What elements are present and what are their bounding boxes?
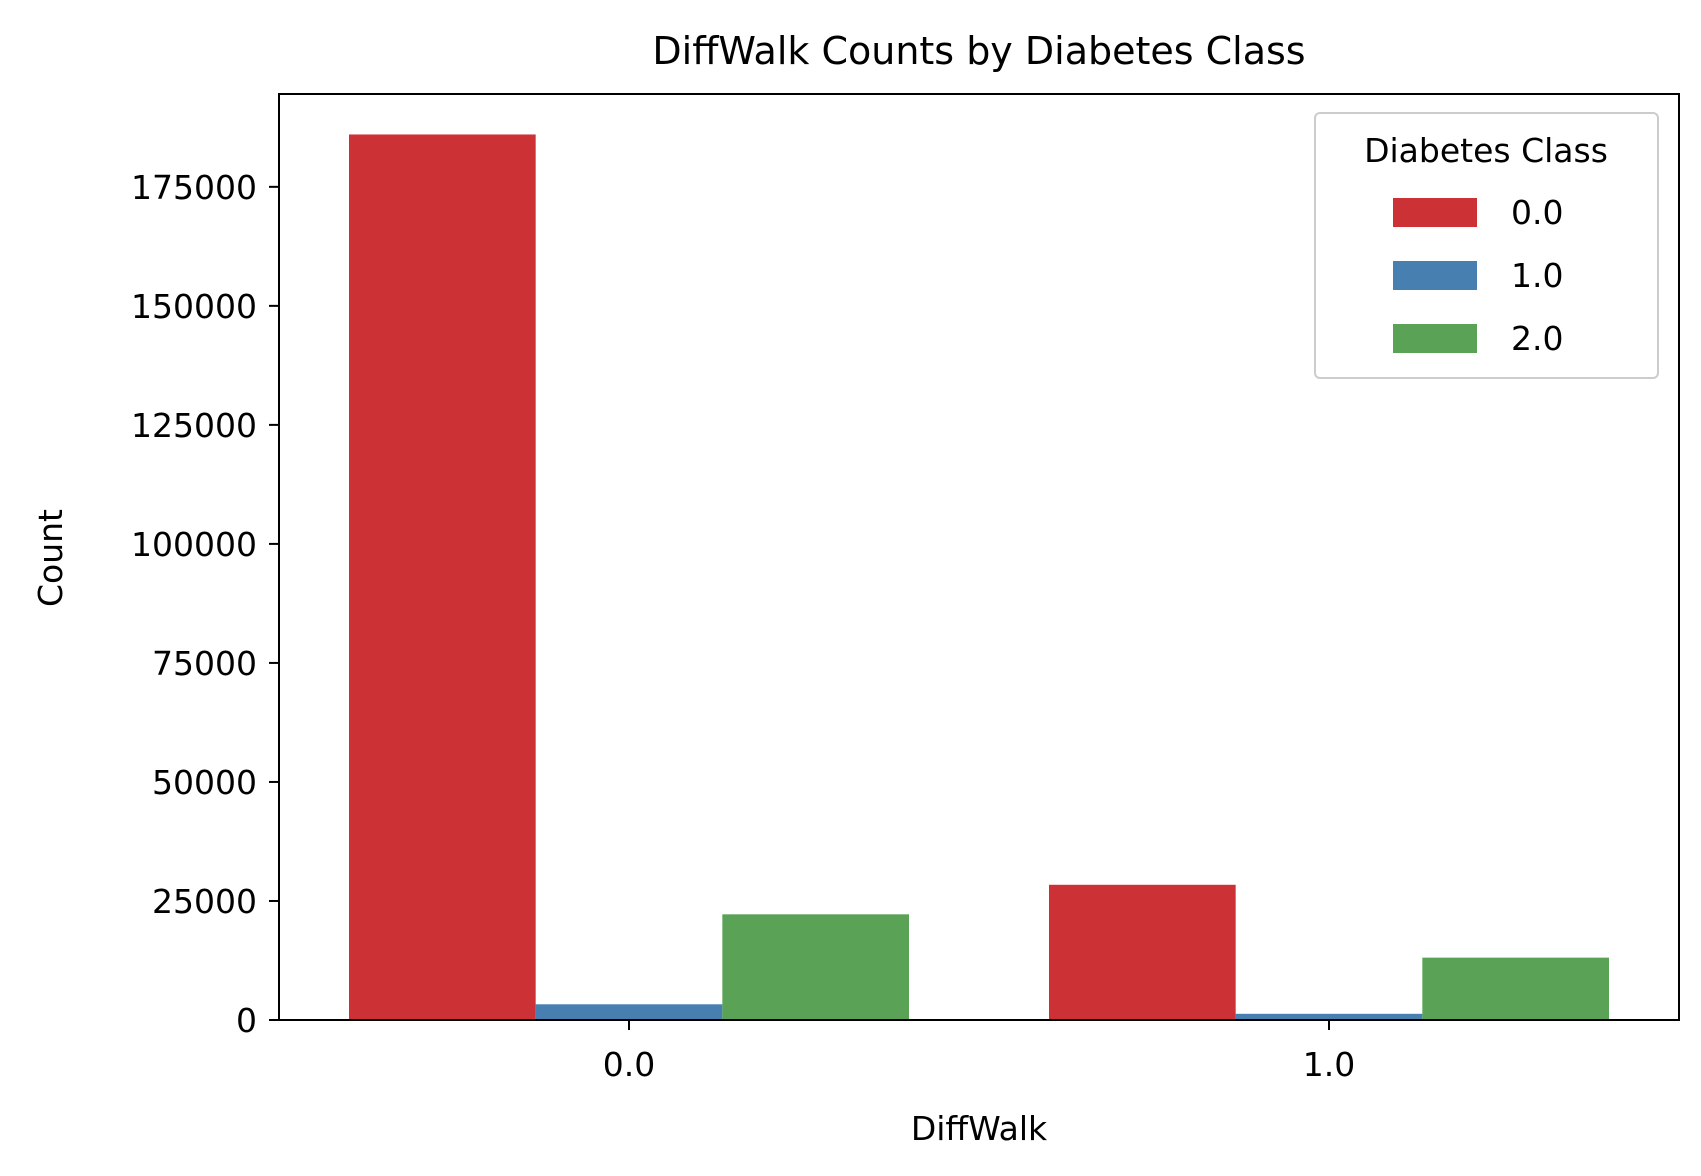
x-axis-label: DiffWalk xyxy=(911,1109,1048,1148)
y-axis-label: Count xyxy=(31,509,70,607)
legend-label-2.0: 2.0 xyxy=(1511,319,1563,358)
x-tick-label: 1.0 xyxy=(1303,1045,1355,1084)
x-tick-label: 0.0 xyxy=(603,1045,655,1084)
bar-0.0-class-2.0 xyxy=(722,914,909,1020)
bar-1.0-class-1.0 xyxy=(1235,1013,1423,1020)
y-tick-label: 125000 xyxy=(131,406,257,445)
y-tick-label: 25000 xyxy=(152,882,257,921)
legend-label-1.0: 1.0 xyxy=(1511,256,1563,295)
bars-layer xyxy=(349,134,1609,1021)
legend: Diabetes Class 0.0 1.0 2.0 xyxy=(1314,112,1659,379)
y-tick-label: 175000 xyxy=(131,168,257,207)
legend-label-0.0: 0.0 xyxy=(1511,193,1563,232)
y-tick-label: 75000 xyxy=(152,644,257,683)
plot-frame xyxy=(278,93,1680,1021)
legend-swatch-0.0 xyxy=(1393,198,1477,227)
y-tick-label: 100000 xyxy=(131,525,257,564)
y-tick-label: 0 xyxy=(236,1001,257,1040)
x-axis: 0.0 1.0 xyxy=(603,1020,1355,1084)
y-axis: 0 25000 50000 75000 100000 125000 150000 175000 xyxy=(131,168,279,1040)
legend-swatch-1.0 xyxy=(1393,261,1477,290)
legend-title: Diabetes Class xyxy=(1364,131,1608,170)
bar-1.0-class-0.0 xyxy=(1049,884,1236,1020)
chart-title: DiffWalk Counts by Diabetes Class xyxy=(652,29,1305,73)
bar-1.0-class-2.0 xyxy=(1422,957,1609,1020)
bar-0.0-class-0.0 xyxy=(349,134,536,1021)
y-tick-label: 50000 xyxy=(152,763,257,802)
legend-items: 0.0 1.0 2.0 xyxy=(1393,193,1563,358)
y-tick-label: 150000 xyxy=(131,287,257,326)
bar-0.0-class-1.0 xyxy=(535,1004,723,1020)
legend-frame xyxy=(1314,112,1659,379)
legend-swatch-2.0 xyxy=(1393,324,1477,353)
